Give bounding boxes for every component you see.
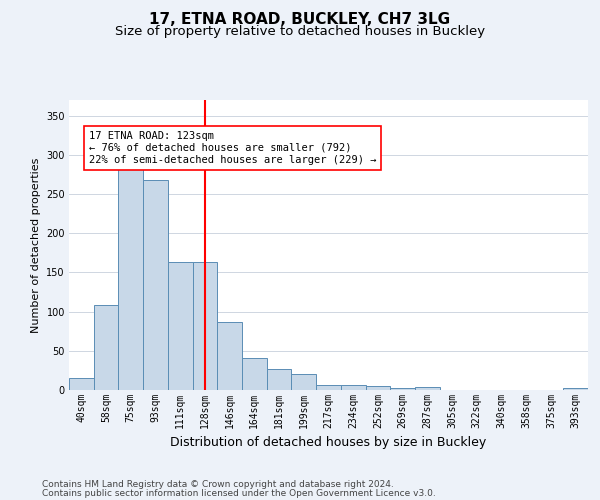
Bar	[143, 180, 168, 390]
Bar	[217, 322, 242, 390]
Bar	[267, 369, 292, 390]
Bar	[365, 386, 390, 390]
Text: Contains HM Land Registry data © Crown copyright and database right 2024.: Contains HM Land Registry data © Crown c…	[42, 480, 394, 489]
Bar	[292, 374, 316, 390]
Bar	[168, 262, 193, 390]
Bar	[242, 358, 267, 390]
X-axis label: Distribution of detached houses by size in Buckley: Distribution of detached houses by size …	[170, 436, 487, 450]
Bar	[193, 262, 217, 390]
Bar	[390, 388, 415, 390]
Bar	[94, 306, 118, 390]
Text: 17, ETNA ROAD, BUCKLEY, CH7 3LG: 17, ETNA ROAD, BUCKLEY, CH7 3LG	[149, 12, 451, 28]
Bar	[69, 378, 94, 390]
Bar	[415, 387, 440, 390]
Text: 17 ETNA ROAD: 123sqm
← 76% of detached houses are smaller (792)
22% of semi-deta: 17 ETNA ROAD: 123sqm ← 76% of detached h…	[89, 132, 376, 164]
Bar	[563, 388, 588, 390]
Text: Size of property relative to detached houses in Buckley: Size of property relative to detached ho…	[115, 25, 485, 38]
Bar	[118, 161, 143, 390]
Text: Contains public sector information licensed under the Open Government Licence v3: Contains public sector information licen…	[42, 488, 436, 498]
Bar	[316, 384, 341, 390]
Bar	[341, 386, 365, 390]
Y-axis label: Number of detached properties: Number of detached properties	[31, 158, 41, 332]
